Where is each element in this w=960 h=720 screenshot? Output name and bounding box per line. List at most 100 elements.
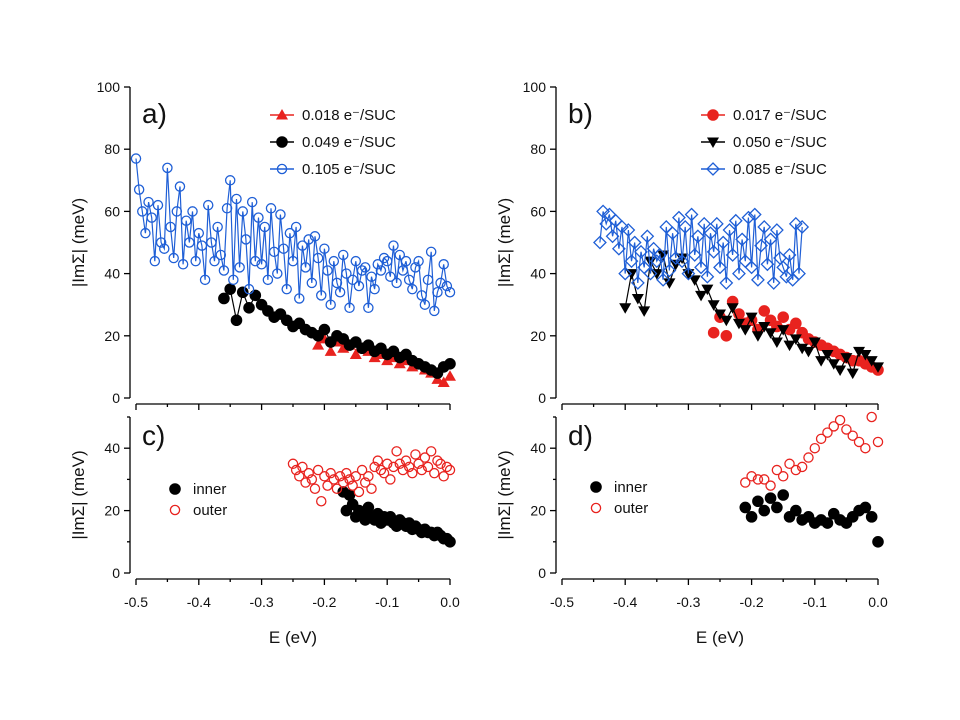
data-point	[419, 452, 431, 463]
data-point	[221, 203, 233, 214]
data-point	[347, 480, 358, 491]
y-axis-label: |ImΣ| (meV)	[495, 198, 514, 287]
data-point	[224, 283, 236, 295]
data-point	[199, 274, 211, 286]
data-point	[284, 227, 296, 239]
data-point	[316, 290, 327, 301]
data-point	[294, 471, 305, 482]
data-point	[687, 248, 702, 262]
data-point	[728, 213, 743, 228]
data-point	[378, 252, 390, 264]
data-point	[309, 483, 321, 495]
data-point	[747, 207, 762, 222]
data-point	[758, 474, 770, 485]
legend-text: 0.018 e⁻/SUC	[302, 107, 396, 124]
data-point	[190, 255, 201, 267]
data-point	[764, 328, 777, 339]
series-outer	[740, 411, 884, 491]
panel-d: 0 20 40 -0.5 -0.4 -0.3 -0.2 -0.1 0.0 |ImΣ| (meV) E…	[495, 411, 888, 647]
x-tick-label: -0.4	[187, 594, 211, 610]
x-tick-label: 0.0	[868, 594, 888, 610]
data-point	[278, 243, 289, 254]
data-point	[363, 302, 374, 314]
y-tick-label: 40	[104, 266, 120, 282]
data-point	[341, 268, 352, 279]
data-point	[272, 268, 283, 279]
data-point	[290, 464, 302, 476]
data-point	[846, 368, 859, 380]
data-point	[369, 461, 380, 473]
y-tick-label: 80	[104, 141, 120, 157]
data-point	[422, 461, 434, 473]
data-point	[325, 467, 336, 479]
data-point	[287, 458, 299, 470]
data-point	[719, 276, 734, 290]
data-point	[822, 427, 833, 438]
data-point	[634, 244, 648, 259]
data-point	[853, 436, 865, 448]
data-point	[403, 461, 415, 473]
data-point	[416, 464, 427, 476]
data-point	[754, 238, 768, 253]
data-point	[322, 265, 333, 276]
data-point	[681, 266, 696, 281]
data-point	[140, 227, 151, 239]
data-point	[407, 467, 418, 479]
legend-entry: 0.049 e⁻/SUC	[270, 134, 396, 151]
legend-entry: 0.105 e⁻/SUC	[270, 161, 396, 178]
data-point	[611, 241, 626, 256]
data-point	[159, 243, 170, 254]
data-point	[416, 290, 427, 301]
data-point	[859, 349, 872, 361]
legend-text: outer	[193, 502, 227, 519]
data-point	[745, 511, 758, 523]
data-point	[682, 269, 695, 280]
data-point	[359, 477, 371, 488]
data-point	[435, 458, 446, 470]
data-point	[752, 495, 764, 508]
legend-text: 0.085 e⁻/SUC	[733, 161, 827, 178]
data-point	[695, 290, 708, 302]
data-point	[237, 206, 249, 217]
data-point	[149, 255, 161, 267]
panel-a: 0 20 40 60 80 100 |ImΣ| (meV) a) 0.018 e⁻/SUC 0.0…	[69, 79, 456, 410]
data-point	[663, 278, 676, 289]
data-point	[722, 223, 737, 237]
data-point	[146, 212, 157, 223]
y-axis-label: |ImΣ| (meV)	[69, 198, 88, 287]
data-point	[319, 471, 330, 482]
legend-text: outer	[614, 500, 648, 517]
x-tick-label: -0.1	[803, 594, 827, 610]
data-point	[206, 237, 217, 248]
legend-marker	[706, 162, 720, 176]
data-point	[300, 477, 311, 488]
data-point	[243, 283, 255, 295]
data-point	[758, 305, 771, 317]
data-point	[180, 215, 192, 226]
data-point	[615, 220, 629, 234]
legend-marker	[707, 137, 719, 148]
data-point	[779, 269, 794, 284]
y-axis-label: |ImΣ| (meV)	[69, 450, 88, 539]
data-point	[168, 252, 179, 264]
data-point	[325, 299, 336, 310]
data-point	[250, 255, 261, 267]
data-point	[212, 221, 223, 233]
data-point	[624, 254, 639, 269]
data-point	[697, 216, 712, 231]
data-point	[322, 480, 333, 491]
data-point	[152, 199, 164, 211]
data-point	[690, 229, 705, 244]
data-point	[872, 536, 884, 548]
data-point	[218, 265, 230, 276]
data-point	[230, 314, 243, 327]
data-point	[627, 235, 642, 250]
data-point	[444, 536, 456, 548]
data-point	[758, 504, 771, 517]
data-point	[143, 196, 154, 208]
data-point	[732, 266, 746, 281]
data-point	[840, 353, 853, 364]
data-point	[790, 464, 802, 476]
data-point	[771, 464, 783, 476]
data-point	[318, 323, 331, 336]
